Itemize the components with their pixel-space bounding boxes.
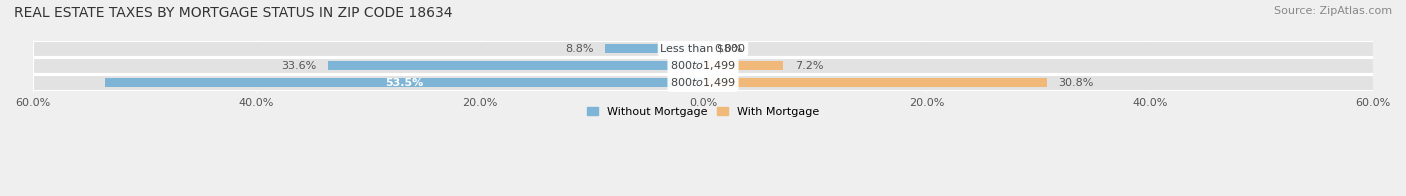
Bar (105, 78, 703, 87)
Text: 33.6%: 33.6% (281, 61, 316, 71)
Text: 0.0%: 0.0% (714, 44, 742, 54)
Text: Source: ZipAtlas.com: Source: ZipAtlas.com (1274, 6, 1392, 16)
Bar (605, 44, 703, 54)
Text: 53.5%: 53.5% (385, 78, 423, 88)
Bar (703, 78, 1047, 87)
Bar (32, 41, 1374, 56)
Text: REAL ESTATE TAXES BY MORTGAGE STATUS IN ZIP CODE 18634: REAL ESTATE TAXES BY MORTGAGE STATUS IN … (14, 6, 453, 20)
Text: 30.8%: 30.8% (1059, 78, 1094, 88)
Text: $800 to $1,499: $800 to $1,499 (671, 76, 735, 89)
Bar (32, 75, 1374, 90)
Bar (32, 58, 1374, 74)
Bar (703, 61, 783, 70)
Text: $800 to $1,499: $800 to $1,499 (671, 59, 735, 72)
Legend: Without Mortgage, With Mortgage: Without Mortgage, With Mortgage (582, 102, 824, 121)
Text: Less than $800: Less than $800 (661, 44, 745, 54)
Text: 7.2%: 7.2% (794, 61, 823, 71)
Text: 8.8%: 8.8% (565, 44, 593, 54)
Bar (328, 61, 703, 70)
